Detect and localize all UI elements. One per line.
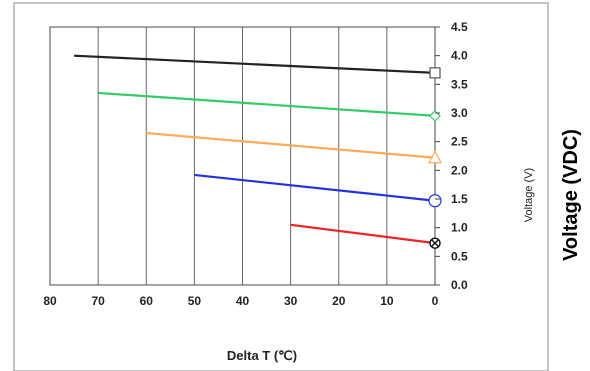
series-3 bbox=[146, 131, 443, 164]
x-tick-label: 30 bbox=[284, 294, 298, 308]
x-tick-label: 0 bbox=[432, 294, 439, 308]
x-tick-label: 70 bbox=[91, 294, 105, 308]
y-tick-label: 3.0 bbox=[451, 106, 468, 120]
x-tick-label: 10 bbox=[380, 294, 394, 308]
series-line bbox=[74, 54, 436, 74]
y-tick-label: 1.0 bbox=[451, 221, 468, 235]
marker-cross bbox=[431, 239, 439, 248]
y-axis-label: Voltage (V) bbox=[523, 168, 535, 222]
y-tick-label: 0.5 bbox=[451, 249, 468, 263]
series-end-marker bbox=[429, 67, 441, 79]
x-axis-label: Delta T (℃) bbox=[227, 348, 297, 363]
x-tick-label: 40 bbox=[236, 294, 250, 308]
y-tick-label: 0.0 bbox=[451, 278, 468, 292]
series-1 bbox=[74, 54, 441, 79]
y-tick-label: 2.0 bbox=[451, 163, 468, 177]
series-end-marker bbox=[428, 194, 442, 208]
x-tick-label: 50 bbox=[188, 294, 202, 308]
y-tick-labels: 0.0 0.5 1.0 1.5 2.0 2.5 3.0 3.5 4.0 4.5 bbox=[435, 20, 468, 292]
y-tick-label: 4.5 bbox=[451, 20, 468, 34]
series-line bbox=[146, 131, 436, 159]
series-line bbox=[98, 91, 436, 117]
y-tick-label: 2.5 bbox=[451, 135, 468, 149]
y-tick-label: 4.0 bbox=[451, 49, 468, 63]
x-tick-label: 60 bbox=[140, 294, 154, 308]
series-line bbox=[194, 173, 436, 202]
y-axis-outer-label: Voltage (VDC) bbox=[560, 129, 582, 261]
series-end-marker bbox=[427, 150, 443, 164]
x-tick-label: 20 bbox=[332, 294, 346, 308]
chart-frame bbox=[13, 2, 549, 371]
x-tick-label: 80 bbox=[43, 294, 57, 308]
series-line bbox=[290, 223, 436, 245]
y-tick-label: 1.5 bbox=[451, 192, 468, 206]
series-5 bbox=[290, 223, 441, 249]
series-4 bbox=[194, 173, 442, 208]
y-tick-label: 3.5 bbox=[451, 77, 468, 91]
x-tick-labels: 80 70 60 50 40 30 20 10 0 bbox=[43, 294, 438, 308]
series-layer bbox=[74, 54, 443, 249]
